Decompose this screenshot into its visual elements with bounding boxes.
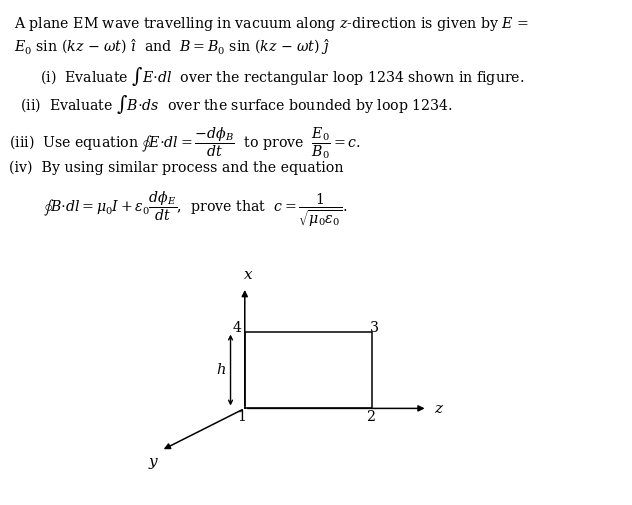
Text: 1: 1 bbox=[237, 410, 246, 424]
Text: $h$: $h$ bbox=[216, 362, 226, 377]
Text: 2: 2 bbox=[366, 410, 375, 424]
Text: (iv)  By using similar process and the equation: (iv) By using similar process and the eq… bbox=[9, 161, 344, 175]
Text: 4: 4 bbox=[233, 321, 241, 335]
Text: $z$: $z$ bbox=[434, 402, 444, 417]
Text: $E_0$ sin ($kz$ − $\omega t$) $\hat{\imath}$  and  $B = B_0$ sin ($kz$ − $\omega: $E_0$ sin ($kz$ − $\omega t$) $\hat{\ima… bbox=[14, 37, 330, 57]
Text: $y$: $y$ bbox=[148, 457, 159, 471]
Text: (i)  Evaluate $\int E{\cdot}dl$  over the rectangular loop 1234 shown in figure.: (i) Evaluate $\int E{\cdot}dl$ over the … bbox=[40, 66, 525, 88]
Text: (ii)  Evaluate $\int B{\cdot}ds$  over the surface bounded by loop 1234.: (ii) Evaluate $\int B{\cdot}ds$ over the… bbox=[20, 93, 453, 116]
Text: (iii)  Use equation $\oint E{\cdot}dl = \dfrac{-d\phi_B}{dt}$  to prove  $\dfrac: (iii) Use equation $\oint E{\cdot}dl = \… bbox=[9, 125, 362, 161]
Text: 3: 3 bbox=[370, 321, 379, 335]
Text: $\oint B{\cdot}dl = \mu_0 I + \varepsilon_0\dfrac{d\phi_E}{dt}$,  prove that  $c: $\oint B{\cdot}dl = \mu_0 I + \varepsilo… bbox=[44, 190, 348, 229]
Text: $x$: $x$ bbox=[243, 268, 253, 282]
Text: A plane EM wave travelling in vacuum along $z$-direction is given by $E$ =: A plane EM wave travelling in vacuum alo… bbox=[14, 15, 528, 33]
